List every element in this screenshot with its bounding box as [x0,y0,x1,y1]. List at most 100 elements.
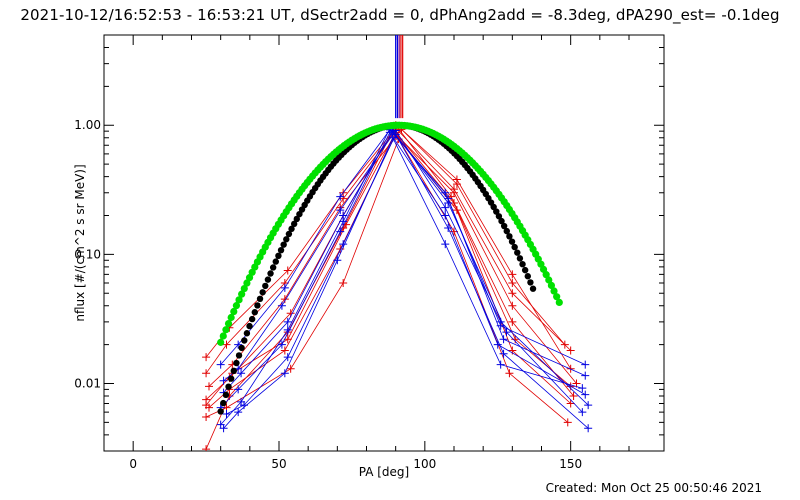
black-fit-point [283,236,290,243]
y-axis-label: nflux [#/(cm^2 s sr MeV)] [73,164,87,321]
black-fit-point [264,276,272,283]
blue-series-point [283,325,292,334]
blue-series-line [220,131,586,408]
blue-series-point [283,353,292,362]
red-series-point [280,295,289,304]
blue-series-point [493,340,502,349]
red-series-point [202,445,211,451]
blue-series-point [444,194,453,203]
black-fit-point [293,215,300,223]
black-fit-point [246,322,253,330]
blue-series-point [234,408,243,417]
black-fit-point [235,352,243,359]
red-series-point [202,369,211,378]
blue-series-point [444,224,453,233]
blue-series-point [499,349,508,358]
black-fit-point [272,258,279,265]
black-fit-point [233,359,240,367]
green-fit-point [555,298,563,307]
black-fit-point [290,220,298,228]
plot-title: 2021-10-12/16:52:53 - 16:53:21 UT, dSect… [20,6,780,24]
black-fit-point [225,383,232,390]
black-fit-point [217,408,224,415]
black-fit-point [516,255,524,262]
black-fit-point [222,391,230,399]
blue-series-point [441,240,450,249]
black-fit-point [503,227,510,235]
blue-series-point [584,424,593,433]
blue-series-point [581,371,590,380]
blue-series-point [333,256,342,265]
red-series-point [566,399,575,408]
x-tick-label: 0 [129,457,137,471]
y-tick-label: 0.10 [74,247,101,261]
red-series-point [286,364,295,373]
blue-series-line [223,136,583,429]
red-series-point [202,413,211,422]
blue-series-point [441,203,450,212]
plot-frame [103,34,665,452]
black-fit-point [280,241,287,248]
blue-series-point [441,211,450,220]
green-fit-point [550,287,558,295]
red-series-line [205,138,569,423]
black-fit-point [220,399,227,407]
blue-series-point [234,385,243,394]
black-fit-point [508,238,516,245]
axis-ticks [104,34,664,452]
blue-series-point [499,335,508,344]
blue-series-point [219,376,228,385]
black-fit-point [275,252,282,260]
black-fit-point [277,246,285,254]
tick-labels: 0 50 100 150 0.01 0.10 1.00 [74,118,582,471]
black-fit-point [230,367,237,375]
red-series-point [508,317,517,326]
x-tick-label: 50 [271,457,286,471]
blue-series-line [223,129,589,406]
blue-series-point [216,420,225,429]
blue-series-point [222,410,231,419]
black-fit-point [285,230,293,238]
blue-series-point [280,283,289,292]
red-series-point [336,245,345,254]
blue-series-point [216,360,225,369]
green-fit-point [238,290,246,298]
red-series-point [505,369,514,378]
black-fit-point [254,302,261,309]
red-series-line [205,125,566,374]
blue-series-point [280,369,289,378]
green-fit-point [232,302,241,310]
red-series-line [205,127,571,358]
red-series-point [339,279,348,288]
red-series-point [508,289,517,298]
blue-series-point [336,192,345,201]
black-fit-point [248,315,256,323]
black-fit-point [251,309,258,316]
black-fit-point [238,344,245,352]
green-fit-point [240,284,248,293]
red-series-line [205,124,574,450]
x-axis-label: PA [deg] [359,465,409,479]
red-series-point [566,346,575,355]
black-fit-point [288,225,295,233]
black-fit-point [500,222,508,230]
red-series-point [202,353,211,362]
green-fit-point [245,274,254,282]
blue-series-point [578,384,587,393]
black-fit-point [511,243,518,251]
created-timestamp: Created: Mon Oct 25 00:50:46 2021 [545,481,762,495]
red-series-point [560,340,569,349]
blue-series-point [581,360,590,369]
green-fit-point [243,279,251,287]
black-fit-point [256,295,264,303]
black-fit-point [262,282,269,290]
black-fit-point [527,279,534,286]
black-fit-point [296,210,303,218]
red-series-point [508,301,517,310]
red-series-line [208,133,571,408]
red-series-point [563,418,572,427]
green-fit-point [230,307,238,316]
blue-series-point [496,360,505,369]
black-fit-point [529,285,537,292]
